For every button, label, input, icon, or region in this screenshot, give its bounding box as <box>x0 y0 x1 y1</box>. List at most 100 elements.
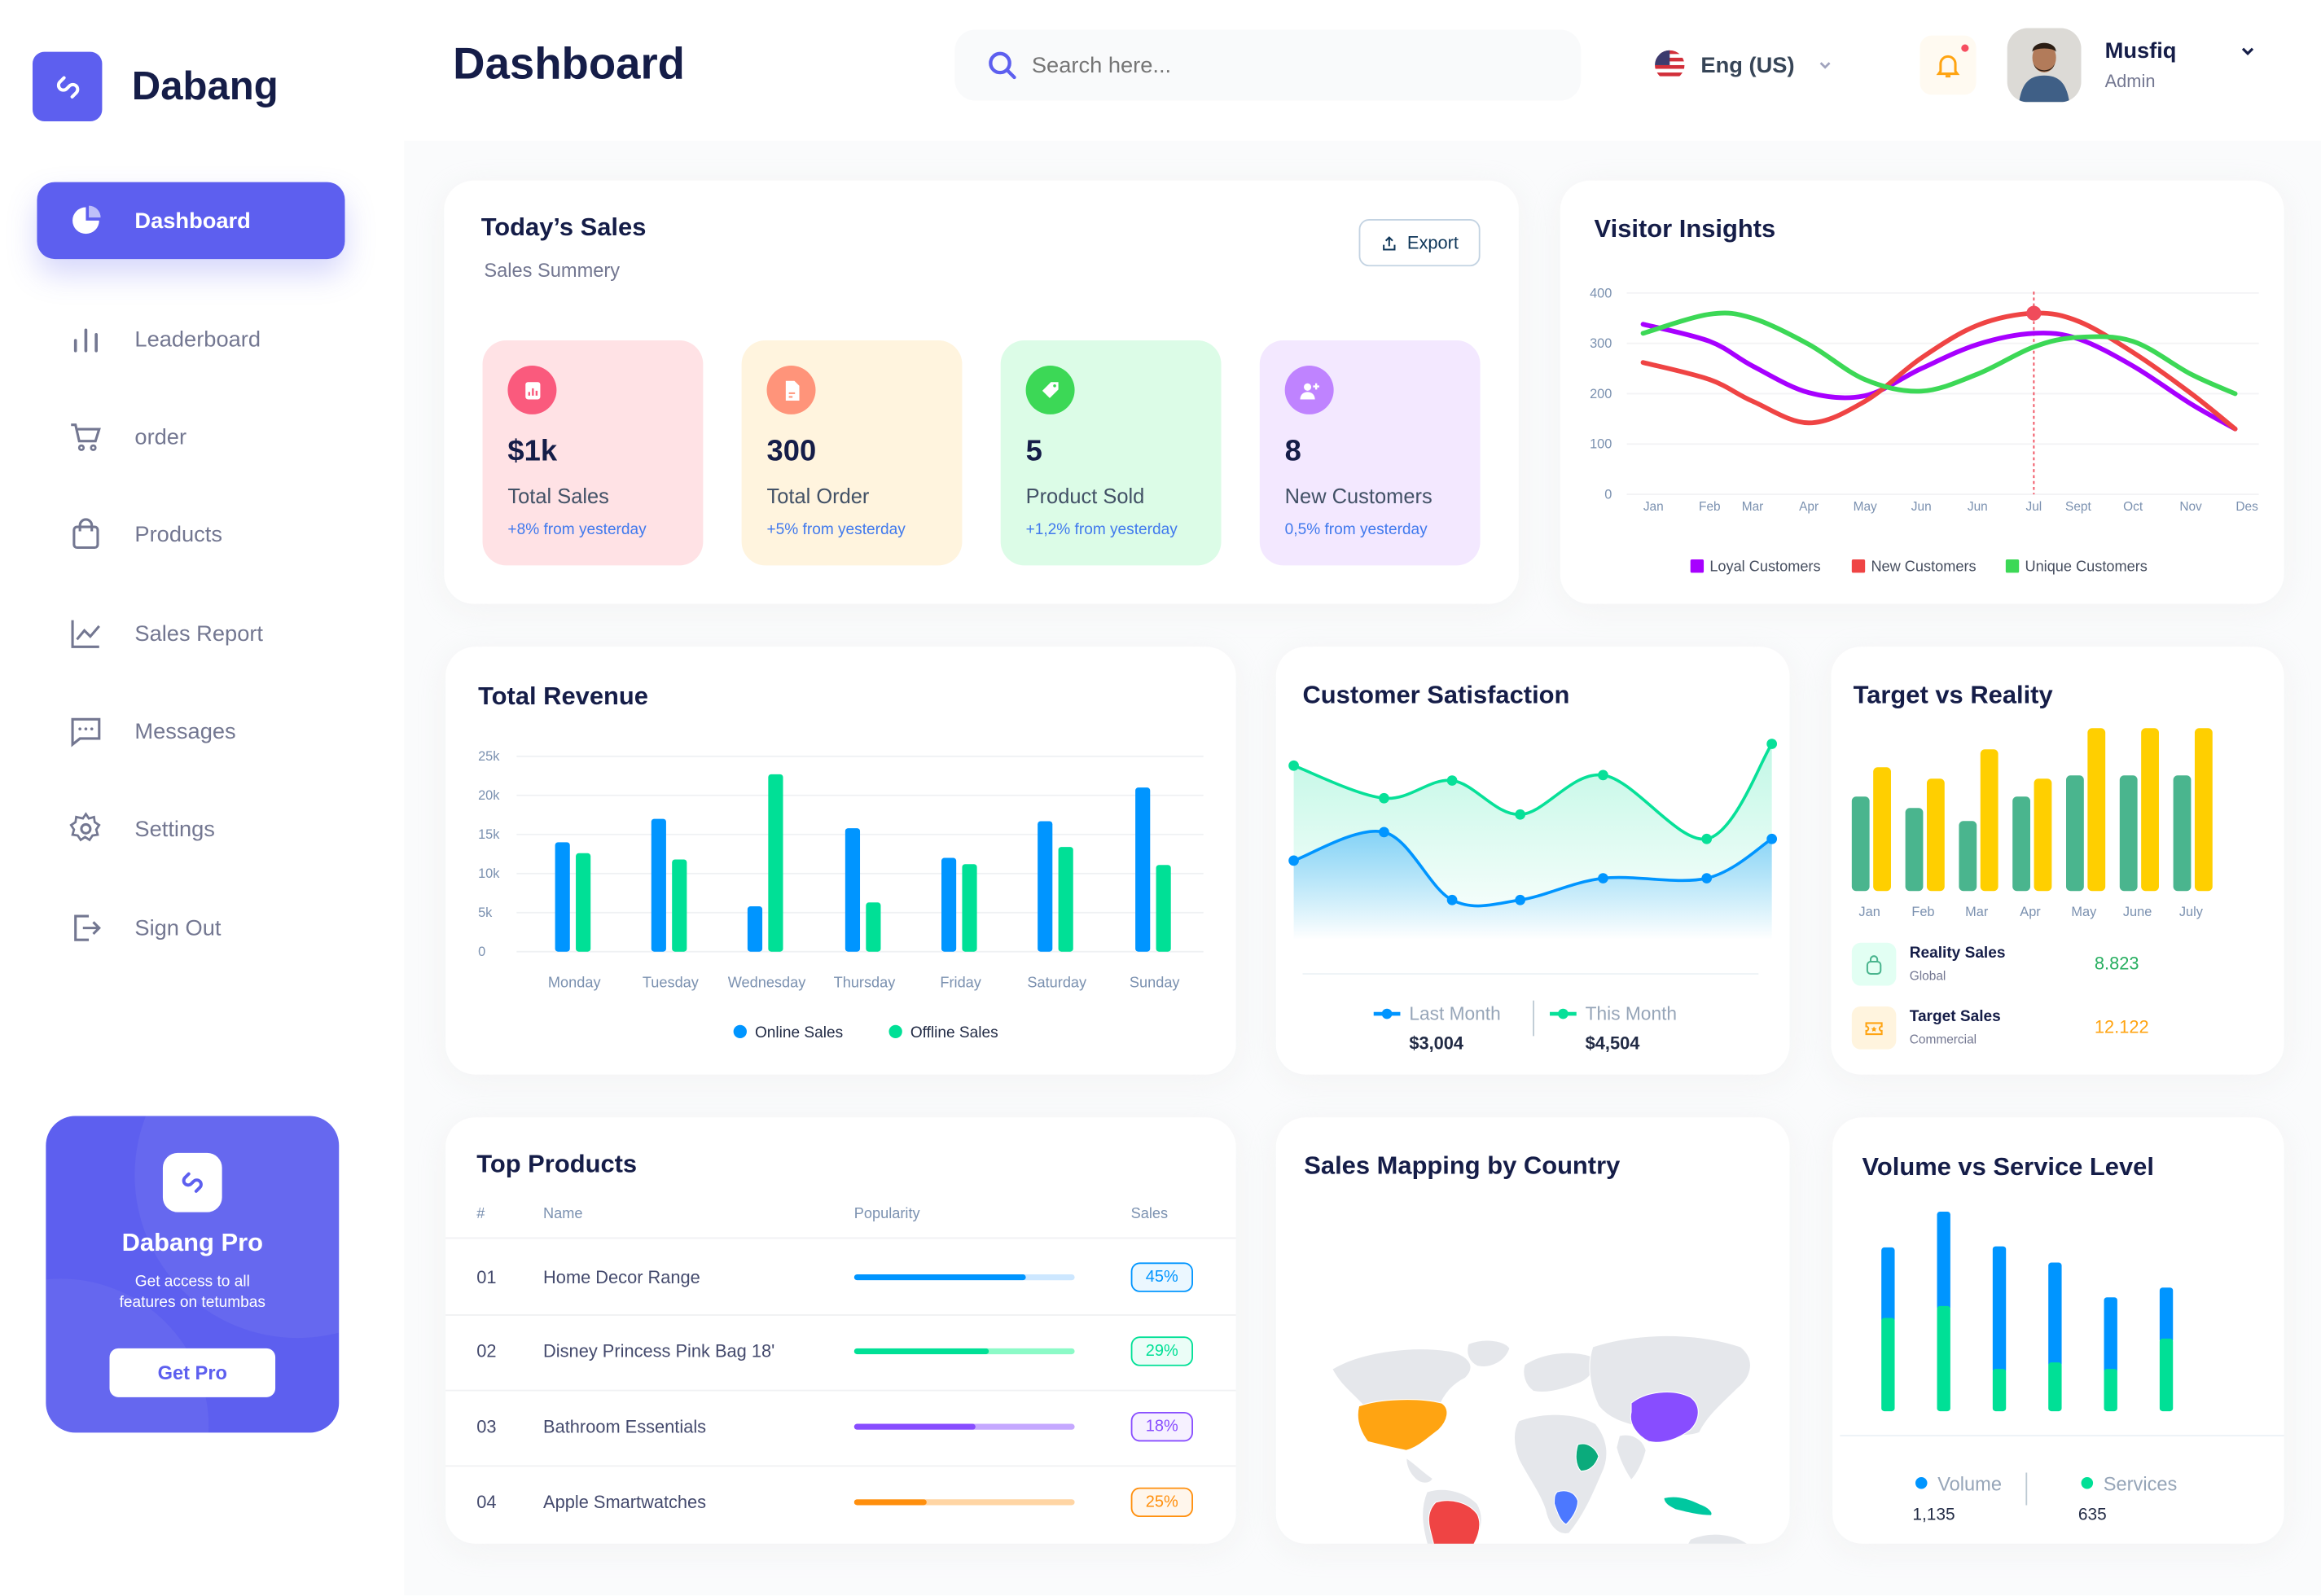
data-point[interactable] <box>1379 826 1389 838</box>
stat-card-total-order[interactable]: 300 Total Order +5% from yesterday <box>741 340 963 566</box>
bar-reality-sales[interactable] <box>1959 821 1977 892</box>
data-point[interactable] <box>1446 775 1458 786</box>
bar-online-sales[interactable] <box>941 857 957 952</box>
series-line-loyal-customers[interactable] <box>1640 322 2238 432</box>
data-point[interactable] <box>1766 833 1778 844</box>
bar-reality-sales[interactable] <box>1905 808 1924 892</box>
congo-region[interactable] <box>1553 1490 1579 1525</box>
user-role: Admin <box>2104 71 2156 92</box>
bar-target-sales[interactable] <box>2034 778 2052 892</box>
bar-services[interactable] <box>1937 1305 1950 1412</box>
data-point[interactable] <box>1288 760 1299 771</box>
brazil-region[interactable] <box>1428 1500 1481 1544</box>
bar-services[interactable] <box>2104 1369 2117 1412</box>
bar-online-sales[interactable] <box>747 906 763 952</box>
bar-offline-sales[interactable] <box>1058 847 1073 952</box>
sidebar-item-leaderboard[interactable]: Leaderboard <box>37 300 344 378</box>
search-bar[interactable] <box>954 29 1582 101</box>
australia-region[interactable] <box>1686 1533 1754 1544</box>
bar-offline-sales[interactable] <box>672 859 687 952</box>
data-point[interactable] <box>1379 792 1389 804</box>
india-region[interactable] <box>1616 1434 1647 1481</box>
bar-reality-sales[interactable] <box>1851 796 1870 892</box>
world-map[interactable] <box>1276 1117 1790 1544</box>
data-point[interactable] <box>1766 739 1778 749</box>
bar-offline-sales[interactable] <box>768 774 783 952</box>
data-point[interactable] <box>1701 873 1713 884</box>
bar-offline-sales[interactable] <box>962 864 977 952</box>
central-america-region[interactable] <box>1406 1457 1434 1484</box>
data-point[interactable] <box>1288 855 1299 866</box>
avatar[interactable] <box>2007 28 2082 103</box>
sidebar-item-products[interactable]: Products <box>37 496 344 573</box>
series-line-new-customers[interactable] <box>1640 310 2238 432</box>
notifications-button[interactable] <box>1920 35 1977 95</box>
get-pro-button[interactable]: Get Pro <box>109 1348 276 1397</box>
sidebar-item-sales-report[interactable]: Sales Report <box>37 595 344 673</box>
bar-volume[interactable] <box>1992 1246 2007 1374</box>
export-button[interactable]: Export <box>1358 219 1481 267</box>
bar-services[interactable] <box>2159 1338 2174 1412</box>
china-region[interactable] <box>1630 1392 1699 1443</box>
bar-target-sales[interactable] <box>2194 728 2213 892</box>
data-point[interactable] <box>1701 833 1713 844</box>
bar-online-sales[interactable] <box>1038 821 1053 952</box>
saudi-region[interactable] <box>1575 1443 1599 1472</box>
user-menu-chevron-icon[interactable] <box>2240 43 2256 59</box>
usa-region[interactable] <box>1357 1399 1448 1451</box>
series-line-unique-customers[interactable] <box>1640 310 2238 397</box>
legend-dot <box>1558 1008 1569 1019</box>
sidebar-item-settings[interactable]: Settings <box>37 791 344 868</box>
bar-services[interactable] <box>2048 1362 2062 1412</box>
target-vs-reality-chart: Jan Feb Mar Apr May June July <box>1851 728 2213 919</box>
x-tick-label: Jun <box>1911 500 1932 514</box>
sidebar-item-order[interactable]: order <box>37 398 344 476</box>
stat-card-new-customers[interactable]: 8 New Customers 0,5% from yesterday <box>1259 340 1481 566</box>
app-logo[interactable] <box>32 51 103 122</box>
bar-online-sales[interactable] <box>651 818 666 952</box>
sidebar-item-sign-out[interactable]: Sign Out <box>37 889 344 967</box>
bar-offline-sales[interactable] <box>866 902 881 952</box>
bar-volume[interactable] <box>2048 1262 2062 1367</box>
bar-target-sales[interactable] <box>2087 728 2106 892</box>
bar-target-sales[interactable] <box>1873 767 1891 892</box>
data-point[interactable] <box>1598 770 1608 781</box>
data-point[interactable] <box>1446 894 1458 905</box>
bar-offline-sales[interactable] <box>576 853 591 952</box>
greenland-region[interactable] <box>1467 1340 1511 1367</box>
bar-target-sales[interactable] <box>1926 778 1945 892</box>
highlight-point[interactable] <box>2026 305 2042 321</box>
stat-card-total-sales[interactable]: $1k Total Sales +8% from yesterday <box>482 340 704 566</box>
bar-services[interactable] <box>1992 1369 2007 1412</box>
stat-value: 300 <box>766 435 817 468</box>
bar-reality-sales[interactable] <box>2012 796 2031 892</box>
bar-online-sales[interactable] <box>1135 787 1151 952</box>
bar-reality-sales[interactable] <box>2173 775 2192 892</box>
bar-reality-sales[interactable] <box>2119 775 2138 892</box>
bar-volume[interactable] <box>2159 1287 2174 1344</box>
bar-offline-sales[interactable] <box>1156 865 1171 952</box>
bar-reality-sales[interactable] <box>2066 775 2084 892</box>
indonesia-region[interactable] <box>1663 1496 1713 1516</box>
data-point[interactable] <box>1598 873 1608 884</box>
customer-satisfaction-title: Customer Satisfaction <box>1302 681 1570 709</box>
language-selector[interactable]: Eng (US) <box>1653 49 1833 81</box>
stat-card-product-sold[interactable]: 5 Product Sold +1,2% from yesterday <box>1000 340 1222 566</box>
bar-target-sales[interactable] <box>1980 749 1999 892</box>
sidebar-item-dashboard[interactable]: Dashboard <box>37 182 345 260</box>
bar-volume[interactable] <box>1937 1211 1950 1311</box>
bar-volume[interactable] <box>2104 1297 2117 1374</box>
bar-target-sales[interactable] <box>2141 728 2159 892</box>
sidebar-item-messages[interactable]: Messages <box>37 693 344 770</box>
search-input[interactable] <box>1031 52 1535 78</box>
data-point[interactable] <box>1515 809 1526 820</box>
bar-online-sales[interactable] <box>845 828 861 952</box>
bar-online-sales[interactable] <box>555 842 570 952</box>
asia-region[interactable] <box>1589 1335 1751 1436</box>
bar-services[interactable] <box>1881 1318 1895 1412</box>
europe-region[interactable] <box>1523 1352 1595 1392</box>
legend-label: Reality Sales <box>1909 944 2006 962</box>
popularity-bar <box>853 1423 1075 1429</box>
data-point[interactable] <box>1515 894 1526 905</box>
bar-volume[interactable] <box>1881 1247 1895 1322</box>
